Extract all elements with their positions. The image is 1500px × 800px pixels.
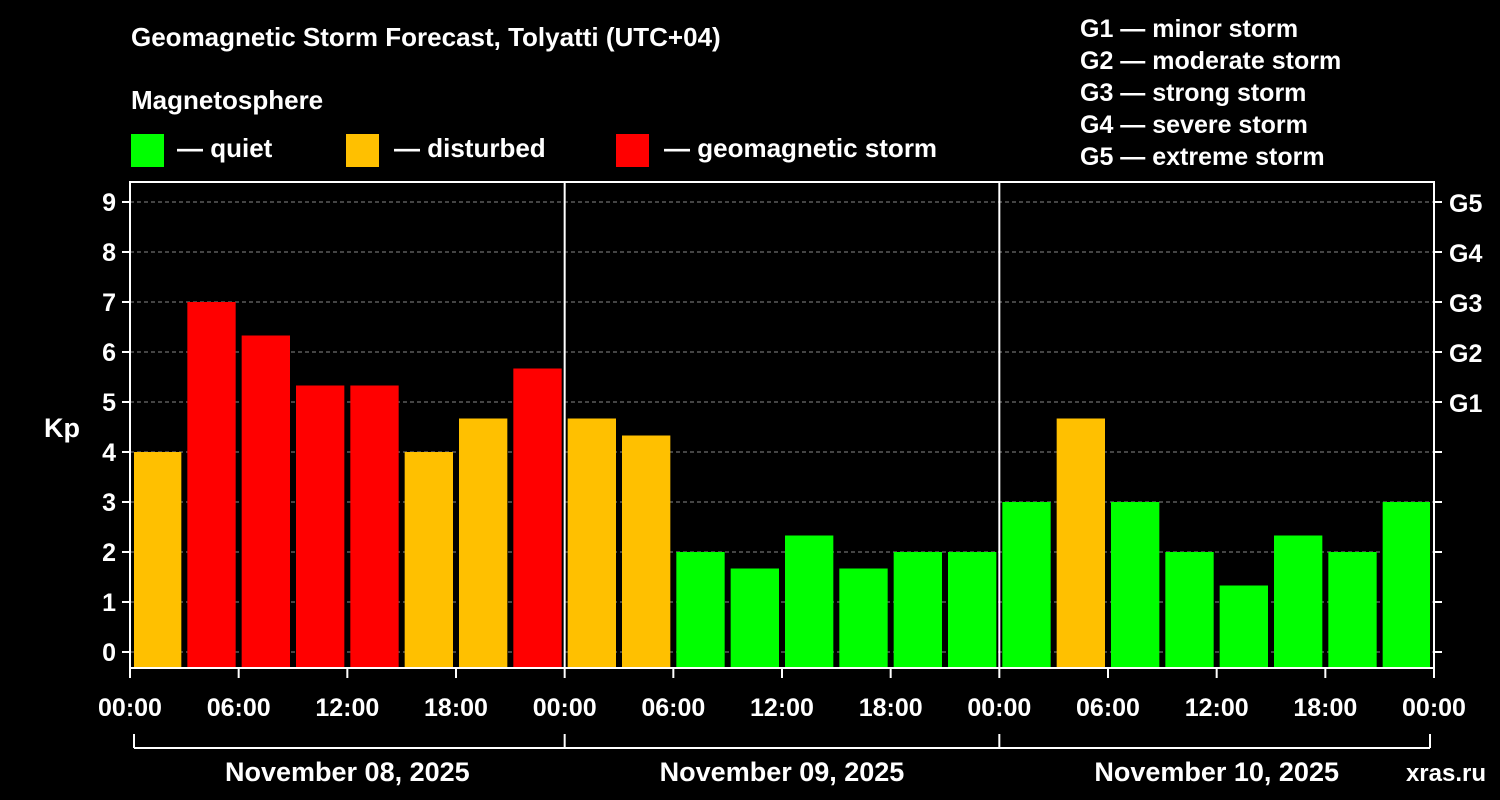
kp-bar: [1002, 502, 1051, 668]
x-tick-label: 12:00: [750, 694, 814, 722]
kp-bar: [134, 452, 182, 668]
g-scale-g1: G1 — minor storm: [1080, 15, 1299, 43]
x-tick-label: 00:00: [1402, 694, 1466, 722]
y-tick-label: 1: [102, 589, 116, 617]
x-tick-label: 18:00: [1293, 694, 1357, 722]
kp-bar: [1382, 502, 1430, 668]
y-tick-label: 7: [102, 289, 116, 317]
x-tick-label: 06:00: [641, 694, 705, 722]
kp-bar: [296, 385, 345, 668]
y-tick-label: 2: [102, 539, 116, 567]
y-tick-label: 0: [102, 639, 116, 667]
kp-bar: [404, 452, 453, 668]
legend-swatch-storm: [616, 134, 649, 167]
x-tick-label: 00:00: [533, 694, 597, 722]
kp-bar: [785, 535, 834, 668]
y-tick-label: 9: [102, 189, 116, 217]
kp-bar: [948, 552, 997, 668]
legend-label-quiet: — quiet: [177, 133, 273, 163]
y-tick-label: 6: [102, 339, 116, 367]
x-tick-label: 06:00: [207, 694, 271, 722]
g-level-label: G2: [1449, 340, 1482, 368]
kp-bar: [241, 335, 290, 668]
g-level-label: G4: [1449, 240, 1482, 268]
kp-bar: [839, 568, 888, 668]
y-tick-label: 3: [102, 489, 116, 517]
kp-bar: [459, 418, 508, 668]
y-tick-label: 5: [102, 389, 116, 417]
g-level-label: G3: [1449, 290, 1482, 318]
kp-bar: [893, 552, 942, 668]
legend-swatch-quiet: [131, 134, 164, 167]
g-level-label: G1: [1449, 390, 1482, 418]
x-tick-label: 00:00: [98, 694, 162, 722]
x-tick-label: 18:00: [424, 694, 488, 722]
x-tick-label: 06:00: [1076, 694, 1140, 722]
chart-title: Geomagnetic Storm Forecast, Tolyatti (UT…: [131, 22, 721, 52]
y-tick-label: 4: [102, 439, 116, 467]
day-label: November 08, 2025: [225, 757, 470, 787]
kp-bar: [1165, 552, 1214, 668]
y-axis-label: Kp: [44, 413, 80, 443]
kp-bar: [676, 552, 725, 668]
x-tick-label: 00:00: [967, 694, 1031, 722]
g-level-label: G5: [1449, 190, 1482, 218]
kp-bar: [567, 418, 616, 668]
kp-bar: [1056, 418, 1105, 668]
kp-bar: [513, 368, 562, 668]
x-tick-label: 18:00: [859, 694, 923, 722]
kp-bar: [622, 435, 671, 668]
g-scale-g2: G2 — moderate storm: [1080, 47, 1342, 75]
kp-bar: [1328, 552, 1377, 668]
legend-heading: Magnetosphere: [131, 85, 324, 115]
x-tick-label: 12:00: [315, 694, 379, 722]
day-label: November 09, 2025: [660, 757, 905, 787]
day-label: November 10, 2025: [1094, 757, 1339, 787]
kp-bar: [1219, 585, 1268, 668]
g-scale-g3: G3 — strong storm: [1080, 79, 1307, 107]
kp-bar: [1111, 502, 1160, 668]
g-scale-g5: G5 — extreme storm: [1080, 143, 1325, 171]
g-scale-g4: G4 — severe storm: [1080, 111, 1308, 139]
x-tick-label: 12:00: [1185, 694, 1249, 722]
kp-bar: [730, 568, 779, 668]
kp-bar: [1274, 535, 1323, 668]
legend-swatch-disturbed: [346, 134, 379, 167]
kp-bar: [187, 302, 236, 668]
legend-label-storm: — geomagnetic storm: [664, 133, 938, 163]
y-tick-label: 8: [102, 239, 116, 267]
legend-label-disturbed: — disturbed: [394, 133, 546, 163]
watermark: xras.ru: [1406, 760, 1486, 787]
kp-bar: [350, 385, 399, 668]
